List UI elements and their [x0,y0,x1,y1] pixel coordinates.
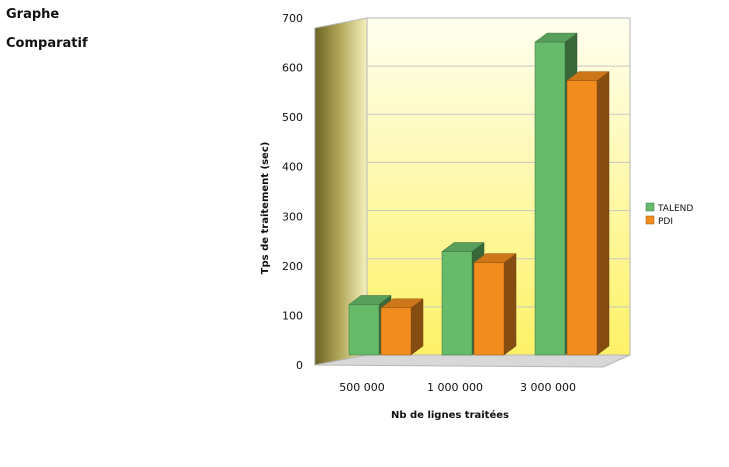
legend-swatch-pdi [645,215,655,225]
y-axis-label: Tps de traitement (sec) [260,142,271,275]
x-tick-label: 3 000 000 [520,381,576,394]
y-tick-label: 700 [282,12,303,25]
floor [314,354,631,368]
plot-area: 0 100 200 300 400 500 600 700 500 000 1 000 000 3… [282,12,631,394]
bar-pdi-3 [566,71,610,356]
heading-line-2: Comparatif [6,36,88,51]
y-tick-label: 200 [282,260,303,273]
page-heading: Graphe Comparatif [6,0,88,58]
legend: TALEND PDI [645,202,693,227]
legend-label-talend: TALEND [657,204,693,214]
bar-pdi-1 [380,298,424,356]
bar-pdi-2 [473,253,517,356]
y-tick-label: 300 [282,210,303,223]
y-tick-label: 500 [282,111,303,124]
legend-label-pdi: PDI [658,217,673,227]
legend-swatch-talend [645,202,655,212]
y-tick-label: 400 [282,161,303,174]
y-tick-label: 100 [282,309,303,322]
y-tick-label: 600 [282,62,303,75]
y-tick-label: 0 [296,359,303,372]
heading-line-1: Graphe [6,7,60,22]
x-tick-label: 1 000 000 [427,381,483,394]
x-axis-label: Nb de lignes traitées [391,409,509,421]
x-tick-label: 500 000 [339,381,385,394]
